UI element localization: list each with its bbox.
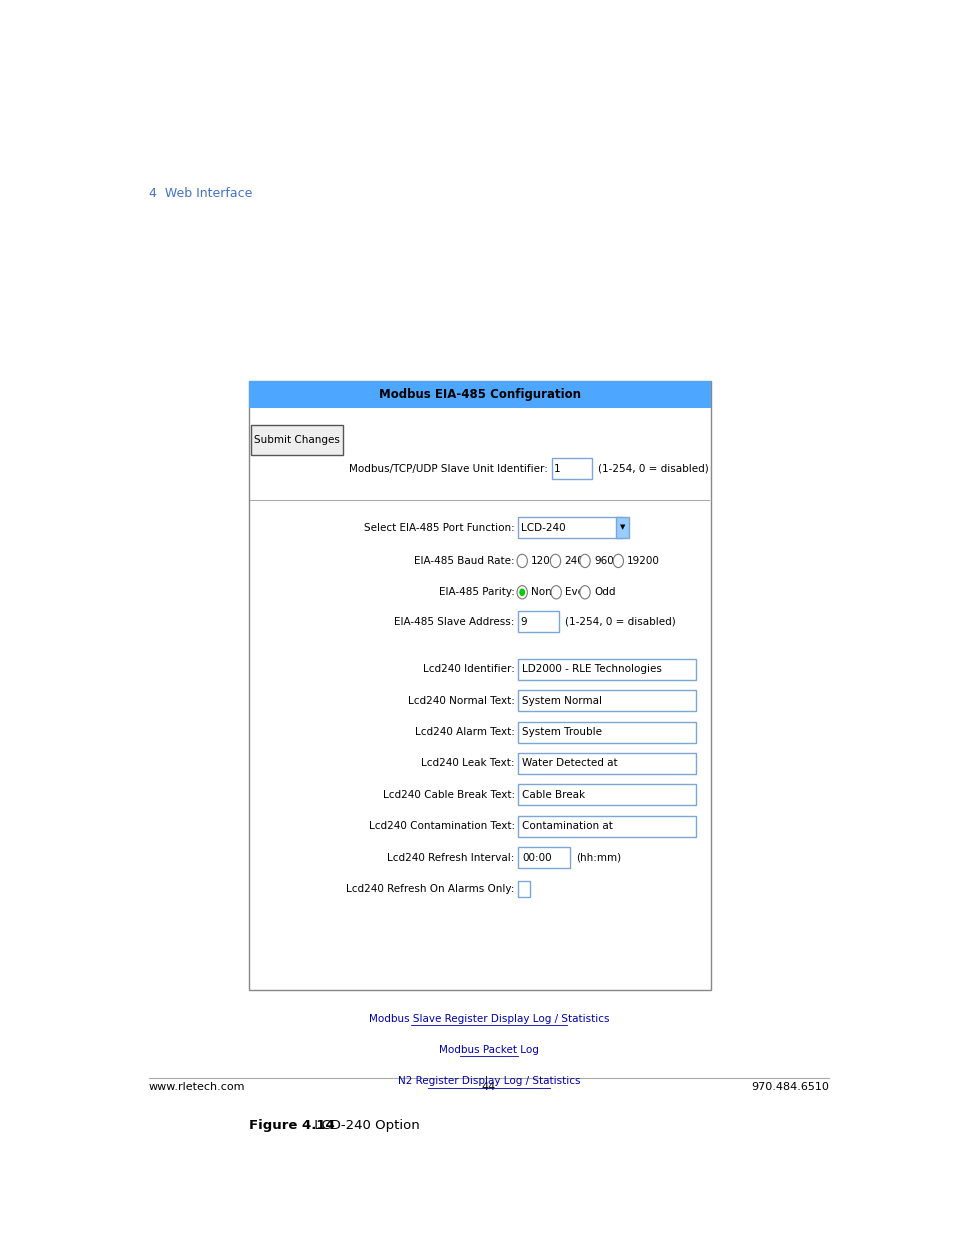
Text: N2 Register Display Log / Statistics: N2 Register Display Log / Statistics: [397, 1077, 579, 1087]
Circle shape: [579, 555, 590, 568]
Text: Modbus Slave Register Display Log / Statistics: Modbus Slave Register Display Log / Stat…: [368, 1014, 609, 1024]
Text: Modbus Packet Log: Modbus Packet Log: [438, 1045, 538, 1055]
Text: Water Detected at: Water Detected at: [521, 758, 618, 768]
Text: 4  Web Interface: 4 Web Interface: [149, 188, 252, 200]
Text: Lcd240 Alarm Text:: Lcd240 Alarm Text:: [415, 727, 515, 737]
Text: Contamination at: Contamination at: [521, 821, 613, 831]
Text: LD2000 - RLE Technologies: LD2000 - RLE Technologies: [521, 664, 661, 674]
Text: Submit Changes: Submit Changes: [253, 435, 339, 445]
Text: Lcd240 Normal Text:: Lcd240 Normal Text:: [408, 695, 515, 705]
Bar: [518, 847, 570, 868]
Text: System Normal: System Normal: [521, 695, 601, 705]
Text: (1-254, 0 = disabled): (1-254, 0 = disabled): [564, 616, 675, 627]
Text: 44: 44: [481, 1082, 496, 1092]
Text: 1: 1: [554, 463, 560, 474]
Text: LCD-240: LCD-240: [521, 522, 565, 532]
Text: 00:00: 00:00: [521, 852, 551, 862]
Circle shape: [551, 585, 560, 599]
Bar: [518, 784, 695, 805]
Text: 9: 9: [520, 616, 527, 627]
Text: EIA-485 Slave Address:: EIA-485 Slave Address:: [394, 616, 515, 627]
Bar: [518, 882, 530, 897]
Bar: [518, 658, 695, 679]
Bar: [518, 611, 558, 632]
Text: 2400: 2400: [564, 556, 590, 566]
Text: (hh:mm): (hh:mm): [576, 852, 620, 862]
Circle shape: [517, 555, 527, 568]
Text: Lcd240 Contamination Text:: Lcd240 Contamination Text:: [368, 821, 515, 831]
Text: ▼: ▼: [619, 525, 625, 531]
Text: Lcd240 Leak Text:: Lcd240 Leak Text:: [421, 758, 515, 768]
FancyBboxPatch shape: [251, 425, 342, 456]
Text: Select EIA-485 Port Function:: Select EIA-485 Port Function:: [364, 522, 515, 532]
Bar: [518, 721, 695, 742]
Text: Lcd240 Refresh On Alarms Only:: Lcd240 Refresh On Alarms Only:: [346, 884, 515, 894]
Bar: [518, 816, 695, 836]
Text: LCD-240 Option: LCD-240 Option: [310, 1119, 419, 1132]
Text: Lcd240 Cable Break Text:: Lcd240 Cable Break Text:: [382, 790, 515, 800]
Text: EIA-485 Parity:: EIA-485 Parity:: [438, 588, 515, 598]
Text: Modbus EIA-485 Configuration: Modbus EIA-485 Configuration: [378, 388, 580, 401]
Circle shape: [518, 589, 524, 597]
Text: Even: Even: [564, 588, 590, 598]
Bar: [249, 382, 710, 989]
Text: Lcd240 Refresh Interval:: Lcd240 Refresh Interval:: [387, 852, 515, 862]
Text: Figure 4.14: Figure 4.14: [249, 1119, 335, 1132]
Bar: [616, 517, 629, 538]
Text: Odd: Odd: [594, 588, 615, 598]
Text: Lcd240 Identifier:: Lcd240 Identifier:: [422, 664, 515, 674]
Bar: [551, 458, 592, 479]
Text: 19200: 19200: [626, 556, 659, 566]
Bar: [249, 382, 710, 408]
Bar: [518, 753, 695, 774]
Bar: [518, 517, 621, 538]
Circle shape: [579, 585, 590, 599]
Text: 970.484.6510: 970.484.6510: [750, 1082, 828, 1092]
Text: (1-254, 0 = disabled): (1-254, 0 = disabled): [597, 463, 708, 474]
Text: EIA-485 Baud Rate:: EIA-485 Baud Rate:: [414, 556, 515, 566]
Circle shape: [550, 555, 560, 568]
Text: www.rletech.com: www.rletech.com: [149, 1082, 245, 1092]
Text: System Trouble: System Trouble: [521, 727, 601, 737]
Circle shape: [613, 555, 623, 568]
Bar: [518, 690, 695, 711]
Text: 1200: 1200: [531, 556, 557, 566]
Circle shape: [517, 585, 527, 599]
Text: 9600: 9600: [594, 556, 619, 566]
Text: None: None: [531, 588, 558, 598]
Text: Modbus/TCP/UDP Slave Unit Identifier:: Modbus/TCP/UDP Slave Unit Identifier:: [349, 463, 547, 474]
Text: Cable Break: Cable Break: [521, 790, 585, 800]
